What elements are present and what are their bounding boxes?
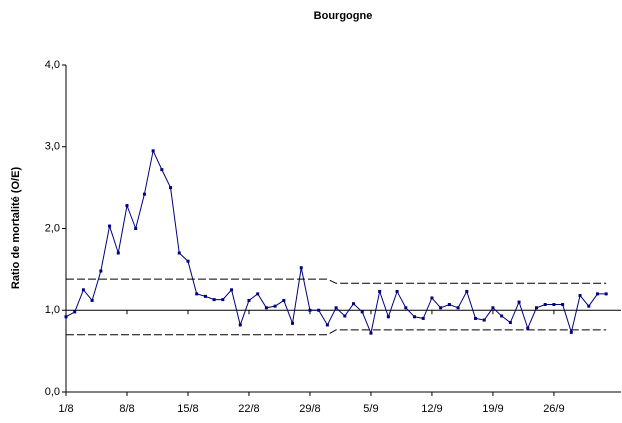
- data-point: [604, 292, 608, 296]
- data-point: [491, 306, 495, 310]
- data-point: [369, 331, 373, 335]
- series-line: [65, 149, 607, 335]
- data-point: [151, 149, 155, 153]
- data-point: [169, 186, 173, 190]
- data-point: [482, 318, 486, 322]
- data-point: [308, 308, 312, 312]
- x-tick-label: 22/8: [238, 403, 259, 415]
- data-point: [73, 310, 77, 314]
- data-point: [517, 300, 521, 304]
- data-point: [534, 306, 538, 310]
- data-point: [325, 323, 329, 327]
- data-point: [595, 292, 599, 296]
- data-point: [195, 292, 199, 296]
- data-point: [81, 288, 85, 292]
- data-point: [473, 316, 477, 320]
- x-tick-label: 29/8: [299, 403, 320, 415]
- y-tick-label: 3,0: [45, 141, 60, 153]
- data-point: [221, 298, 225, 302]
- data-point: [413, 315, 417, 319]
- data-point: [578, 294, 582, 298]
- data-point: [378, 289, 382, 293]
- x-tick-label: 15/8: [177, 403, 198, 415]
- x-tick-label: 19/9: [482, 403, 503, 415]
- data-point: [334, 306, 338, 310]
- y-tick-label: 0,0: [45, 386, 60, 398]
- chart-title: Bourgogne: [314, 10, 373, 22]
- data-point: [508, 321, 512, 325]
- data-point: [569, 330, 573, 334]
- data-point: [352, 302, 356, 306]
- data-point: [447, 303, 451, 307]
- data-point: [186, 259, 190, 263]
- data-point: [299, 266, 303, 270]
- data-point: [238, 323, 242, 327]
- data-point: [291, 321, 295, 325]
- data-point: [177, 251, 181, 255]
- data-point: [395, 289, 399, 293]
- data-point: [264, 306, 268, 310]
- y-tick-label: 2,0: [45, 222, 60, 234]
- series-line: [66, 278, 607, 284]
- data-point: [90, 298, 94, 302]
- x-tick-label: 12/9: [421, 403, 442, 415]
- data-point: [212, 298, 216, 302]
- data-point: [587, 304, 591, 308]
- data-point: [125, 204, 129, 208]
- data-point: [230, 288, 234, 292]
- data-point: [142, 192, 146, 196]
- y-axis-label: Ratio de mortalité (O/E): [10, 167, 22, 290]
- y-tick-label: 1,0: [45, 304, 60, 316]
- data-point: [343, 314, 347, 318]
- data-point: [64, 315, 68, 319]
- x-tick-label: 5/9: [363, 403, 378, 415]
- data-point: [160, 168, 164, 172]
- data-point: [561, 303, 565, 307]
- data-point: [108, 224, 112, 228]
- data-point: [273, 304, 277, 308]
- data-point: [386, 315, 390, 319]
- data-point: [116, 251, 120, 255]
- data-point: [99, 269, 103, 273]
- data-point: [439, 306, 443, 310]
- series-line: [66, 329, 607, 336]
- x-tick-label: 26/9: [543, 403, 564, 415]
- y-tick-label: 4,0: [45, 59, 60, 71]
- data-point: [247, 298, 251, 302]
- data-point: [500, 314, 504, 318]
- x-tick-label: 8/8: [119, 403, 134, 415]
- data-point: [360, 310, 364, 314]
- data-point: [543, 303, 547, 307]
- data-point: [430, 296, 434, 300]
- data-point: [526, 326, 530, 330]
- data-point: [134, 227, 138, 230]
- data-point: [456, 306, 460, 310]
- data-point: [465, 289, 469, 293]
- data-point: [256, 292, 260, 296]
- data-point: [317, 308, 321, 312]
- data-point: [552, 303, 556, 307]
- data-point: [282, 298, 286, 302]
- data-point: [421, 316, 425, 320]
- x-tick-label: 1/8: [58, 403, 73, 415]
- data-point: [203, 294, 207, 298]
- data-point: [404, 306, 408, 310]
